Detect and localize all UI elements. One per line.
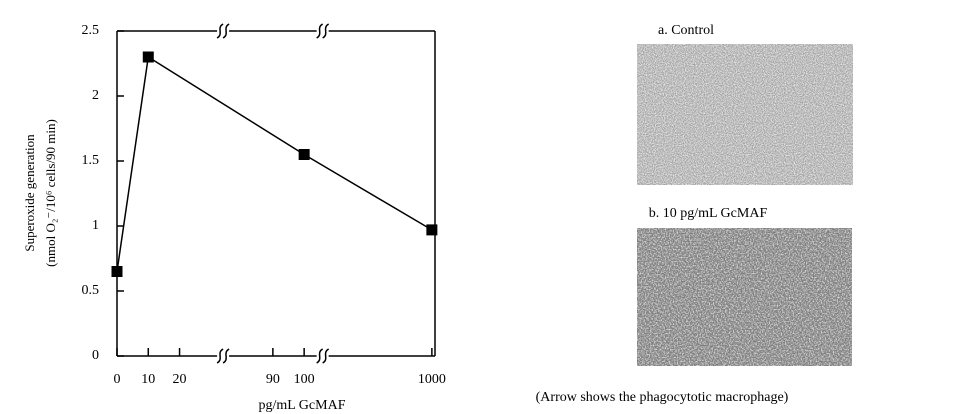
x-tick-label: 100 (294, 372, 315, 387)
y-tick-label: 1.5 (82, 153, 100, 168)
y-tick-label: 1 (92, 218, 99, 233)
axis-break (316, 348, 324, 364)
micrograph-texture (637, 44, 853, 185)
y-tick-label: 0.5 (82, 283, 100, 298)
y-tick-label: 2.5 (82, 23, 100, 38)
x-tick-label: 10 (141, 372, 155, 387)
data-point (298, 149, 310, 160)
caption: (Arrow shows the phagocytotic macrophage… (536, 390, 789, 405)
axis-break (222, 348, 230, 364)
axis-break (322, 23, 330, 39)
x-tick-label: 90 (266, 372, 280, 387)
y-tick-label: 0 (92, 348, 99, 363)
data-point (426, 224, 438, 236)
x-tick-label: 0 (114, 372, 121, 387)
axis-break (216, 348, 224, 364)
x-tick-label: 1000 (418, 372, 446, 387)
y-axis-label: (nmol O₂⁻/10⁶ cells/90 min) (43, 119, 58, 267)
axis-break (316, 23, 324, 39)
data-line (116, 55, 433, 272)
panel-label: a. Control (658, 23, 714, 38)
axis-break (222, 23, 230, 39)
x-tick-label: 20 (173, 372, 187, 387)
y-tick-label: 2 (92, 88, 99, 103)
micrograph-texture (637, 228, 852, 366)
data-point (111, 266, 123, 277)
y-axis-label: Superoxide generation (22, 134, 37, 252)
axis-break (322, 348, 330, 364)
axis-break (216, 23, 224, 39)
x-axis-label: pg/mL GcMAF (259, 398, 346, 413)
panel-label: b. 10 pg/mL GcMAF (649, 206, 768, 221)
data-point (142, 51, 154, 63)
